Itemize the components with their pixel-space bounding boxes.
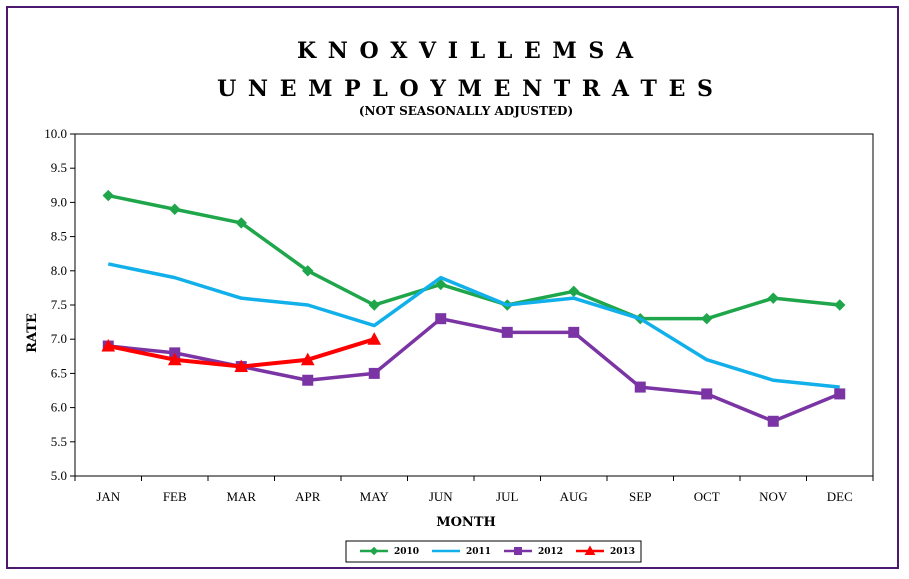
data-point-2013	[367, 332, 382, 345]
legend-label-2013: 2013	[610, 547, 635, 557]
x-tick-label: MAY	[360, 489, 390, 504]
y-tick-label: 6.5	[51, 365, 67, 380]
chart-title-line2: U N E M P L O Y M E N T R A T E S	[217, 76, 715, 102]
legend: 2010 2011 2012 2013	[360, 545, 635, 557]
data-point-2010	[235, 217, 247, 229]
x-tick-label: JUN	[429, 489, 453, 504]
x-axis-title: MONTH	[436, 515, 496, 530]
data-point-2010	[834, 299, 846, 311]
legend-box	[345, 540, 642, 563]
data-point-2010	[435, 278, 447, 291]
x-tick-label: OCT	[694, 489, 720, 504]
y-tick-label: 8.5	[51, 229, 67, 244]
legend-label-2011: 2011	[466, 547, 491, 557]
legend-label-2010: 2010	[394, 547, 419, 557]
data-point-2013	[300, 352, 315, 366]
data-point-2010	[701, 312, 713, 325]
data-point-2012	[501, 326, 513, 338]
data-point-2012	[634, 381, 646, 393]
data-point-2010	[169, 203, 181, 215]
data-point-2012	[435, 313, 447, 325]
y-tick-label: 6.0	[51, 400, 67, 415]
y-tick-label: 9.0	[51, 194, 67, 209]
plot-area	[74, 133, 874, 477]
y-tick-label: 9.5	[51, 160, 67, 175]
legend-label-2012: 2012	[538, 547, 563, 557]
x-tick-label: DEC	[827, 489, 853, 504]
x-tick-label: JAN	[96, 489, 120, 504]
x-tick-label: NOV	[759, 489, 788, 504]
legend-marker-2010	[369, 546, 379, 556]
data-point-2013	[234, 359, 249, 373]
x-tick-label: JUL	[496, 489, 518, 504]
y-axis: 5.0 5.5 6.0 6.5 7.0 7.5 8.0 8.5 9.0 9.5 10.0	[44, 126, 75, 483]
data-point-2012	[302, 374, 314, 386]
y-tick-label: 8.0	[51, 263, 67, 278]
legend-marker-2012	[514, 547, 522, 555]
data-point-2013	[101, 338, 116, 352]
x-tick-label: AUG	[560, 489, 588, 504]
y-tick-label: 7.5	[51, 297, 67, 312]
y-tick-label: 7.0	[51, 331, 67, 346]
data-point-2010	[368, 299, 380, 311]
series-line-2010	[107, 193, 840, 321]
series-layer	[101, 189, 846, 427]
chart-subtitle: (NOT SEASONALLY ADJUSTED)	[359, 104, 573, 118]
x-tick-label: FEB	[163, 489, 187, 504]
data-point-2010	[568, 285, 580, 298]
data-point-2010	[102, 189, 114, 202]
data-point-2012	[767, 415, 779, 427]
data-point-2010	[302, 265, 314, 277]
chart-title-line1: K N O X V I L L E M S A	[297, 38, 635, 64]
data-point-2010	[767, 292, 779, 304]
x-tick-label: SEP	[629, 489, 651, 504]
x-axis: JAN FEB MAR APR MAY JUN JUL AUG SEP OCT NOV DEC	[74, 476, 874, 504]
y-tick-label: 5.0	[51, 468, 67, 483]
y-tick-label: 5.5	[51, 434, 67, 449]
data-point-2012	[368, 367, 380, 379]
x-tick-label: MAR	[226, 489, 256, 504]
x-tick-label: APR	[295, 489, 321, 504]
y-axis-title: RATE	[25, 313, 40, 353]
data-point-2012	[701, 388, 713, 400]
legend-marker-2013	[584, 545, 596, 555]
series-line-2011	[107, 262, 840, 389]
data-point-2012	[834, 388, 846, 400]
y-tick-label: 10.0	[44, 126, 67, 141]
data-point-2013	[167, 352, 182, 366]
data-point-2012	[568, 326, 580, 338]
